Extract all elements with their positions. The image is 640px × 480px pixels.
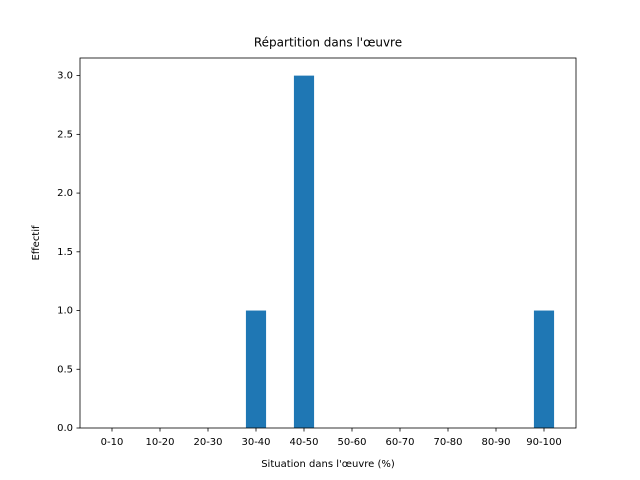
bar xyxy=(533,310,555,428)
x-tick-label: 30-40 xyxy=(241,437,270,448)
x-tick-label: 10-20 xyxy=(145,437,174,448)
y-tick-label: 0.0 xyxy=(57,423,73,434)
x-tick-label: 80-90 xyxy=(481,437,510,448)
x-tick-label: 40-50 xyxy=(289,437,318,448)
y-tick-label: 2.0 xyxy=(57,188,73,199)
y-axis-label: Effectif xyxy=(31,225,42,261)
y-tick-label: 0.5 xyxy=(57,364,73,375)
y-tick-label: 3.0 xyxy=(57,71,73,82)
x-axis-label: Situation dans l'œuvre (%) xyxy=(261,459,395,470)
bar xyxy=(293,75,315,428)
x-tick-label: 0-10 xyxy=(101,437,124,448)
x-tick-label: 90-100 xyxy=(526,437,561,448)
x-tick-label: 20-30 xyxy=(193,437,222,448)
y-tick-label: 2.5 xyxy=(57,129,73,140)
plot-frame xyxy=(79,57,577,429)
chart-title: Répartition dans l'œuvre xyxy=(254,36,402,50)
bar xyxy=(245,310,267,428)
x-tick-label: 50-60 xyxy=(337,437,366,448)
y-tick-label: 1.5 xyxy=(57,247,73,258)
x-tick-label: 70-80 xyxy=(433,437,462,448)
x-tick-label: 60-70 xyxy=(385,437,414,448)
y-tick-label: 1.0 xyxy=(57,306,73,317)
